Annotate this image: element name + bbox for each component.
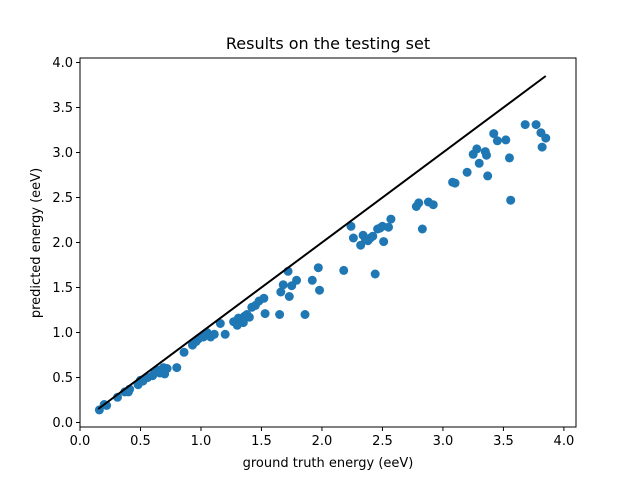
data-point [417,224,427,234]
data-point [284,292,294,301]
data-point [414,198,424,208]
x-tick-label: 1.0 [191,434,212,449]
data-point [244,312,254,322]
data-point [481,150,491,160]
data-point [474,158,484,168]
y-tick-label: 0.5 [52,371,73,386]
data-point [520,120,530,130]
data-point [501,135,511,145]
data-point [383,222,393,232]
data-point [462,167,472,177]
x-tick-label: 2.0 [312,434,333,449]
x-tick-label: 1.5 [251,434,272,449]
data-point [172,363,182,373]
data-point [313,263,323,273]
data-point [428,200,438,210]
y-tick-label: 2.5 [52,191,73,206]
x-tick-label: 0.5 [130,434,151,449]
data-point [386,214,396,224]
data-point [300,310,310,319]
x-axis: 0.0 0.5 1.0 1.5 2.0 2.5 3.0 3.5 4.0 [70,427,575,449]
x-tick-label: 0.0 [70,434,91,449]
data-point [179,347,189,357]
y-tick-label: 1.5 [52,281,73,296]
data-point [537,142,547,152]
chart-marks [94,75,551,415]
x-tick-label: 3.5 [493,434,514,449]
data-point [315,285,325,295]
reference-line [97,75,547,410]
data-point [209,329,219,339]
x-tick-label: 2.5 [372,434,393,449]
y-tick-label: 3.5 [52,101,73,116]
y-tick-label: 0.0 [52,416,73,431]
y-tick-label: 2.0 [52,236,73,251]
data-point [215,319,225,328]
x-tick-label: 3.0 [433,434,454,449]
data-point [379,237,389,247]
data-point [220,329,230,339]
data-point [489,129,499,139]
data-point [368,231,378,241]
data-point [506,195,516,205]
data-point [275,310,285,319]
y-axis: 0.0 0.5 1.0 1.5 2.0 2.5 3.0 3.5 4.0 [52,56,80,431]
data-point [162,364,172,373]
y-tick-label: 3.0 [52,146,73,161]
data-point [348,233,358,243]
data-point [492,136,502,146]
y-axis-label: predicted energy (eeV) [29,168,44,318]
data-point [346,221,356,231]
chart-title: Results on the testing set [226,34,430,53]
data-point [339,265,349,275]
data-point [370,269,380,279]
data-point [307,275,317,285]
x-axis-label: ground truth energy (eeV) [243,456,414,471]
data-point [278,280,288,290]
data-point [483,171,493,181]
y-tick-label: 4.0 [52,56,73,71]
data-point [276,287,286,297]
data-point [450,178,460,188]
data-point [259,293,269,303]
data-point [504,153,514,163]
data-point [531,120,541,130]
data-point [292,275,302,285]
x-tick-label: 4.0 [554,434,575,449]
data-point [260,309,270,319]
data-point [541,133,551,143]
y-tick-label: 1.0 [52,326,73,341]
data-point [472,144,482,154]
